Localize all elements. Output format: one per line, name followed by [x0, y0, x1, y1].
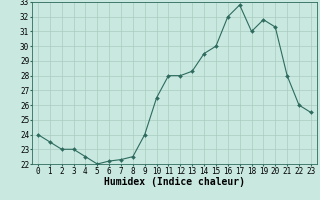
- X-axis label: Humidex (Indice chaleur): Humidex (Indice chaleur): [104, 177, 245, 187]
